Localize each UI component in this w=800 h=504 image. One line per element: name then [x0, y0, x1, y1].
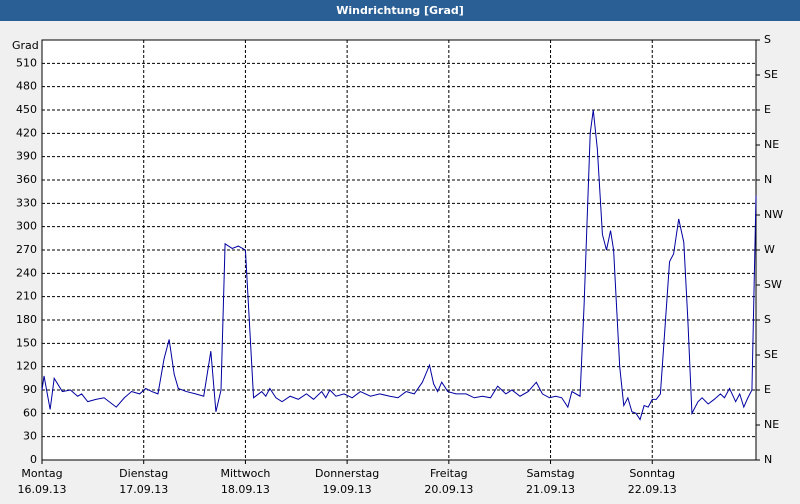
x-tick-label: Samstag 21.09.13: [526, 467, 575, 496]
x-tick-label: Montag 16.09.13: [18, 467, 67, 496]
y2-tick-label: W: [764, 243, 775, 256]
y2-tick-label: E: [764, 103, 771, 116]
x-tick-label-line: Sonntag: [629, 467, 675, 480]
y-tick-label: 150: [16, 336, 37, 349]
y-tick-label: 30: [23, 430, 37, 443]
y-tick-label: 210: [16, 290, 37, 303]
y-tick-label: 240: [16, 266, 37, 279]
y-tick-label: 360: [16, 173, 37, 186]
x-tick-label-line: Donnerstag: [315, 467, 379, 480]
y2-tick-label: NE: [764, 418, 779, 431]
title-bar: [0, 0, 800, 21]
x-tick-label: Freitag 20.09.13: [424, 467, 473, 496]
x-tick-label-line: 16.09.13: [18, 483, 67, 496]
x-tick-label-line: Samstag: [526, 467, 574, 480]
y2-tick-label: NE: [764, 138, 779, 151]
y-tick-label: 420: [16, 126, 37, 139]
y-tick-label: 90: [23, 383, 37, 396]
x-tick-label-line: 17.09.13: [119, 483, 168, 496]
y2-tick-label: N: [764, 173, 772, 186]
x-tick-label-line: 21.09.13: [526, 483, 575, 496]
x-tick-label-line: Freitag: [430, 467, 468, 480]
x-tick-label: Sonntag 22.09.13: [628, 467, 677, 496]
x-tick-label-line: 19.09.13: [323, 483, 372, 496]
y-tick-label: 60: [23, 406, 37, 419]
x-tick-label-line: Montag: [21, 467, 62, 480]
y-axis-label: Grad: [12, 39, 39, 52]
y-tick-label: 450: [16, 103, 37, 116]
y2-tick-label: SE: [764, 348, 778, 361]
y-tick-label: 330: [16, 196, 37, 209]
y-tick-label: 300: [16, 220, 37, 233]
y2-tick-label: SW: [764, 278, 782, 291]
y-tick-label: 180: [16, 313, 37, 326]
y2-tick-label: S: [764, 313, 771, 326]
y2-tick-label: S: [764, 33, 771, 46]
y-tick-label: 390: [16, 150, 37, 163]
x-tick-label-line: Dienstag: [119, 467, 168, 480]
y-tick-label: 120: [16, 360, 37, 373]
data-line: [41, 109, 757, 421]
x-tick-label: Donnerstag 19.09.13: [315, 467, 379, 496]
x-tick-label-line: 20.09.13: [424, 483, 473, 496]
y-tick-label: 0: [30, 453, 37, 466]
x-tick-label-line: 22.09.13: [628, 483, 677, 496]
y2-tick-label: E: [764, 383, 771, 396]
y2-tick-label: SE: [764, 68, 778, 81]
y-tick-label: 480: [16, 80, 37, 93]
y-tick-label: 270: [16, 243, 37, 256]
x-tick-label-line: 18.09.13: [221, 483, 270, 496]
x-tick-label: Mittwoch 18.09.13: [220, 467, 270, 496]
y2-tick-label: N: [764, 453, 772, 466]
y2-tick-label: NW: [764, 208, 783, 221]
chart-title: Windrichtung [Grad]: [336, 4, 464, 17]
x-tick-label: Dienstag 17.09.13: [119, 467, 168, 496]
x-tick-label-line: Mittwoch: [220, 467, 270, 480]
y-tick-label: 510: [16, 56, 37, 69]
